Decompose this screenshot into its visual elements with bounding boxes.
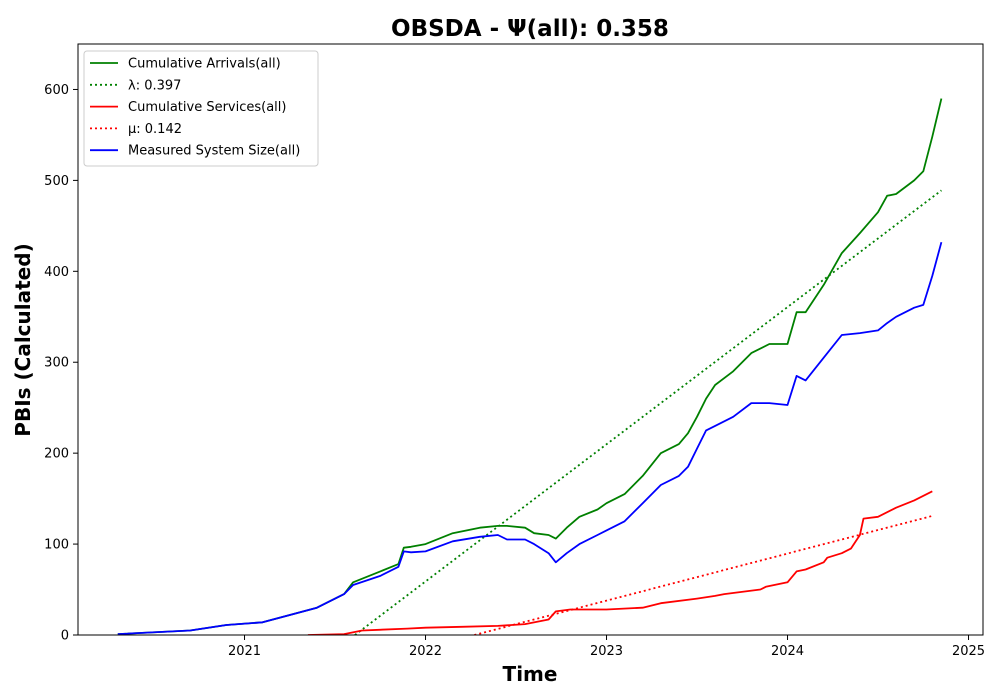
plot-frame [77, 43, 984, 636]
series-line-2 [354, 189, 942, 635]
legend-label: λ: 0.397 [128, 78, 181, 93]
series-line-5 [117, 241, 943, 635]
x-tick-label: 2022 [409, 644, 442, 659]
y-tick-label: 600 [44, 83, 69, 98]
legend-label: μ: 0.142 [128, 122, 182, 137]
y-tick-label: 500 [44, 174, 69, 189]
y-axis-label: PBIs (Calculated) [11, 243, 35, 436]
y-tick-label: 0 [61, 629, 69, 644]
axis-ticks: 2021 2022 2023 2024 2025 0 100 200 300 400 500 600 [44, 83, 985, 659]
y-tick-label: 400 [44, 265, 69, 280]
series-line-1 [117, 98, 943, 635]
legend-label: Measured System Size(all) [128, 144, 300, 159]
plot-area [117, 98, 943, 635]
series-line-4 [474, 515, 933, 635]
y-tick-label: 100 [44, 538, 69, 553]
series-line-3 [307, 490, 933, 635]
y-tick-label: 200 [44, 447, 69, 462]
y-tick-label: 300 [44, 356, 69, 371]
x-axis-label: Time [503, 662, 558, 686]
legend-label: Cumulative Services(all) [128, 100, 286, 115]
x-tick-label: 2025 [952, 644, 985, 659]
chart-title: OBSDA - Ψ(all): 0.358 [391, 16, 669, 42]
x-tick-label: 2023 [590, 644, 623, 659]
x-tick-label: 2024 [771, 644, 804, 659]
legend-label: Cumulative Arrivals(all) [128, 57, 281, 72]
legend: Cumulative Arrivals(all) λ: 0.397 Cumulati… [83, 50, 319, 167]
legend-box [83, 50, 319, 167]
x-tick-label: 2021 [228, 644, 261, 659]
